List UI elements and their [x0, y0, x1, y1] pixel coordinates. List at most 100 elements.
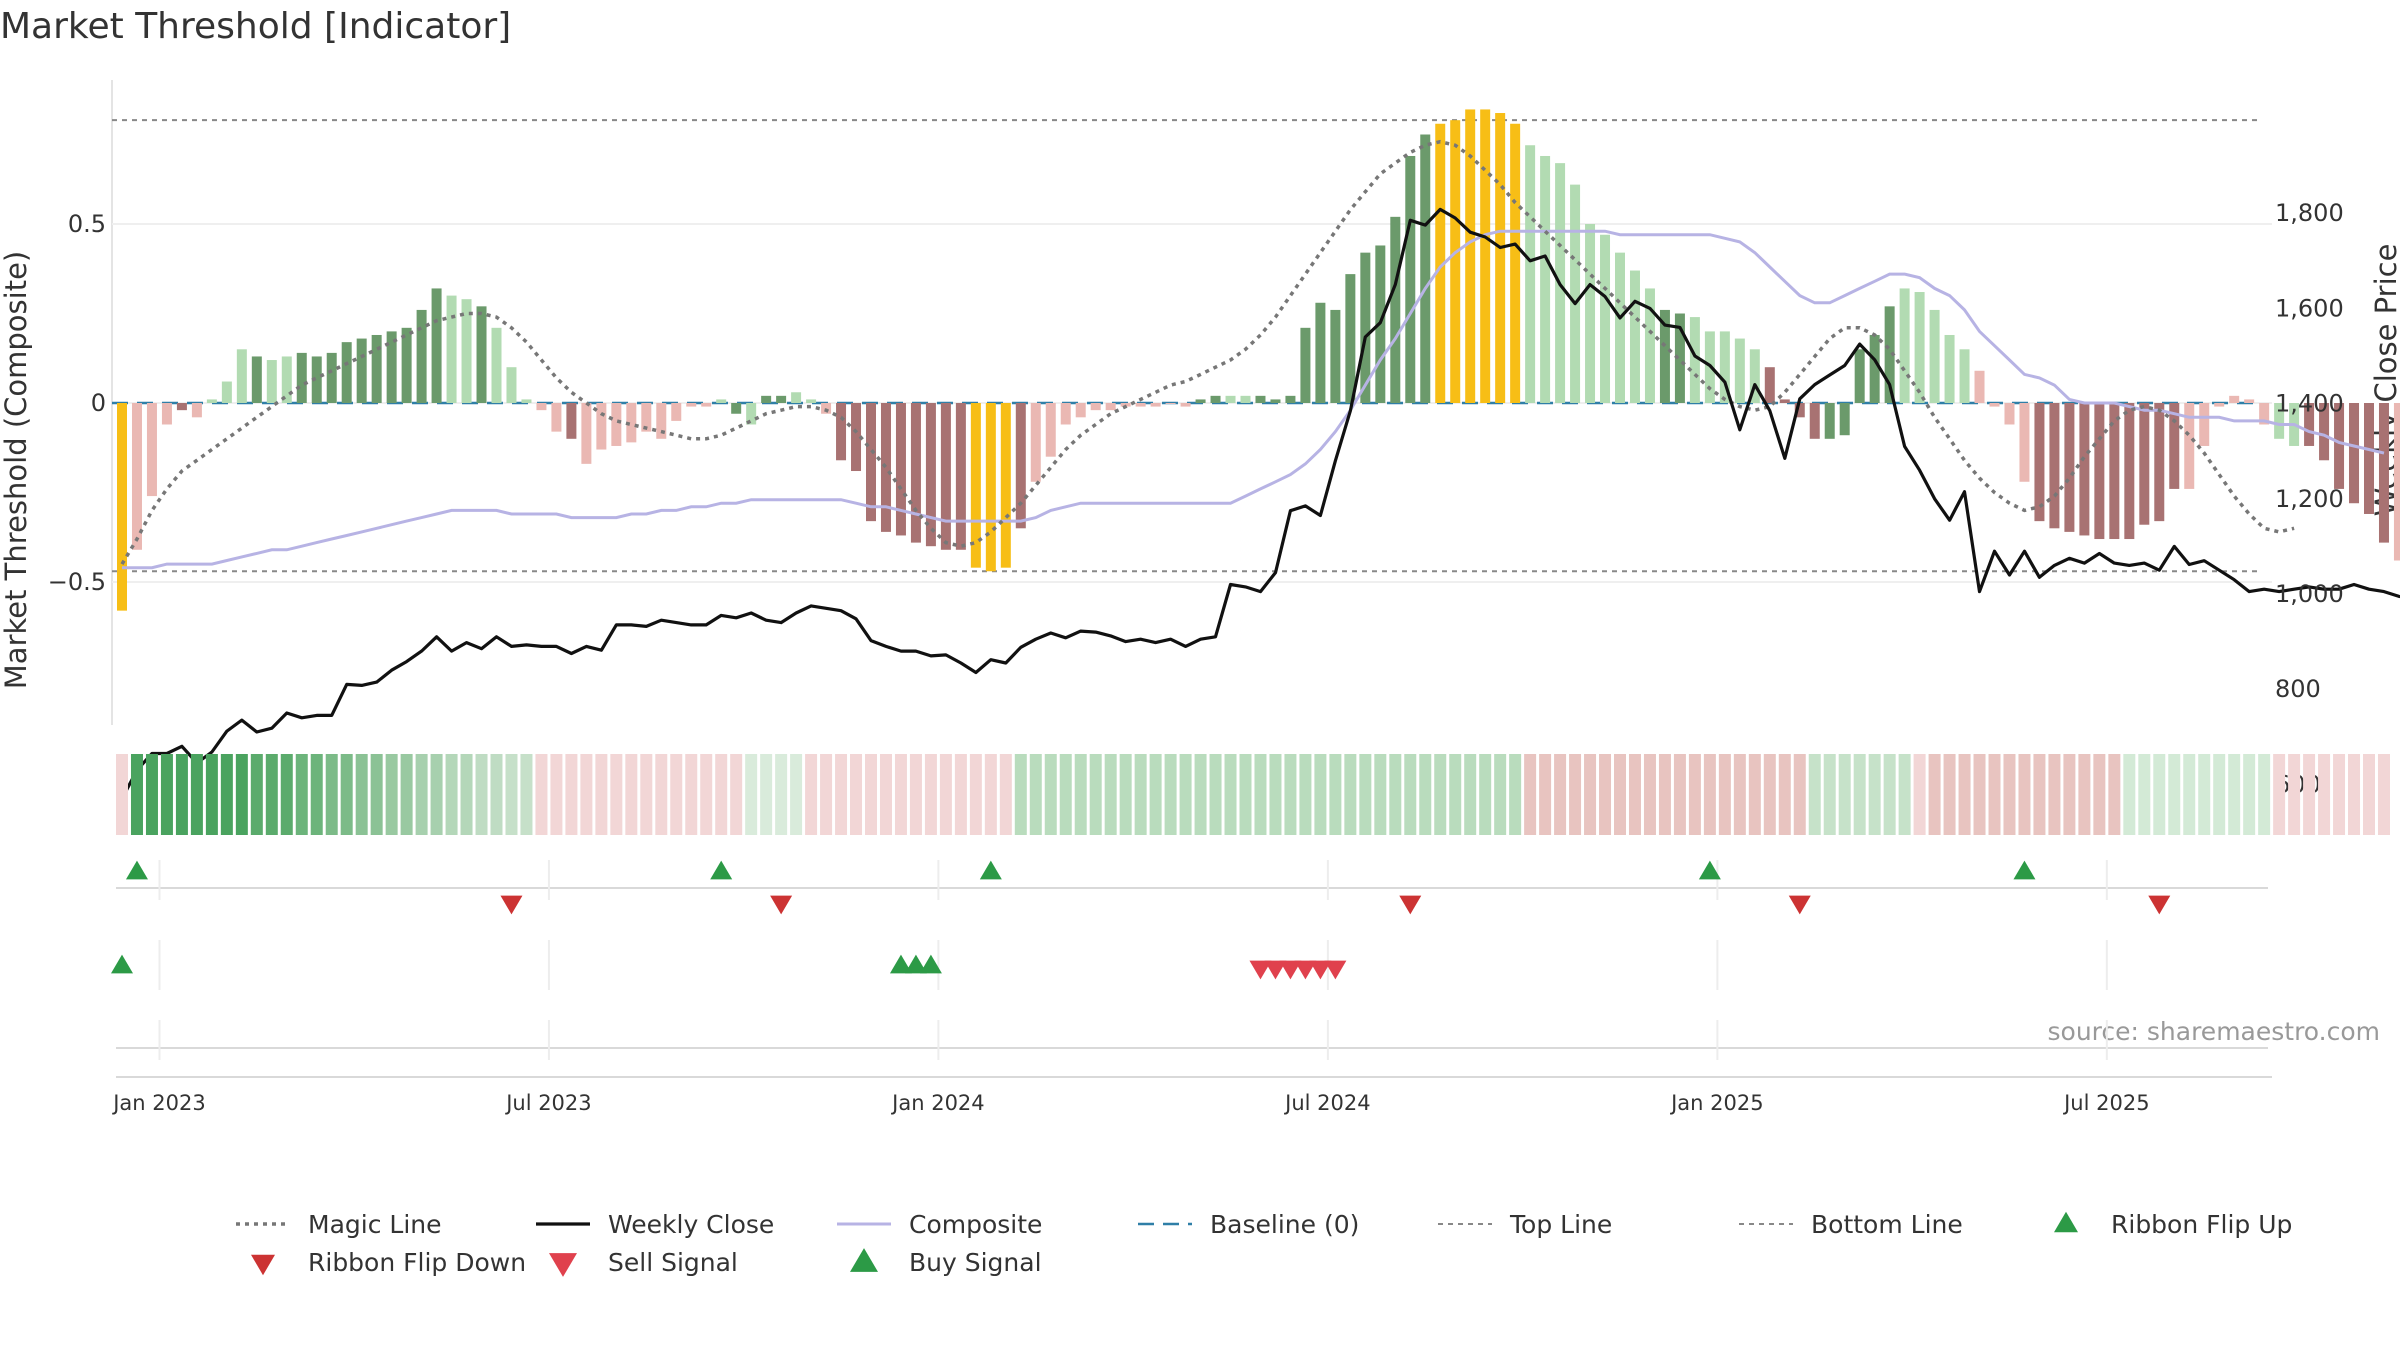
composite-bar — [536, 403, 547, 411]
composite-bar — [2004, 403, 2015, 425]
composite-bar — [191, 403, 202, 418]
composite-bar — [371, 334, 382, 403]
buy-signal-marker — [904, 954, 927, 974]
composite-bar — [117, 403, 127, 611]
ribbon-flip-down-marker — [1788, 895, 1811, 915]
legend-label: Composite — [909, 1210, 1042, 1239]
composite-bar — [1150, 403, 1161, 407]
ribbon-cell — [2033, 754, 2046, 835]
composite-bar — [1629, 270, 1640, 403]
composite-bar — [401, 327, 412, 403]
legend-item: Magic Line — [236, 1210, 442, 1239]
ribbon-cell — [1733, 754, 1746, 835]
ribbon-flip-up-marker — [125, 860, 148, 880]
composite-bar — [1809, 403, 1820, 439]
composite-bar — [1689, 317, 1700, 403]
ribbon-cell — [879, 754, 892, 835]
ribbon-cell — [685, 754, 698, 835]
ribbon-cell — [595, 754, 608, 835]
composite-bar — [1420, 134, 1431, 403]
composite-bar — [836, 403, 847, 461]
composite-bar — [656, 403, 667, 439]
ribbon-cell — [850, 754, 863, 835]
buy-signal-marker — [111, 954, 133, 974]
composite-bar — [2304, 403, 2315, 446]
x-tick-label: Jul 2024 — [1283, 1091, 1370, 1115]
ribbon-cell — [1808, 754, 1821, 835]
ribbon-cell — [116, 754, 128, 835]
composite-bar — [1315, 302, 1326, 403]
right-tick-label: 1,000 — [2275, 580, 2344, 608]
composite-bar — [626, 403, 637, 443]
composite-bar — [1090, 403, 1101, 411]
ribbon-cell — [2153, 754, 2166, 835]
composite-bar — [2259, 403, 2270, 425]
composite-bar — [1075, 403, 1086, 418]
composite-bar — [761, 395, 772, 403]
composite-bar — [1585, 224, 1596, 403]
ribbon-cell — [1479, 754, 1492, 835]
composite-bar — [1674, 313, 1685, 403]
composite-bar — [1914, 292, 1925, 403]
ribbon-cell — [2333, 754, 2346, 835]
ribbon-cell — [1898, 754, 1911, 835]
legend-label: Baseline (0) — [1210, 1210, 1359, 1239]
legend-item: Bottom Line — [1739, 1210, 1963, 1239]
composite-bar — [671, 403, 682, 421]
composite-bar — [1360, 252, 1371, 403]
composite-bar — [2079, 403, 2090, 536]
ribbon-cell — [2138, 754, 2151, 835]
composite-bar — [895, 403, 906, 536]
ribbon-flip-up-marker — [2013, 860, 2036, 880]
composite-bar — [566, 403, 577, 439]
ribbon-cell — [640, 754, 653, 835]
composite-bar — [2184, 403, 2195, 489]
composite-bar — [925, 403, 936, 547]
ribbon-cell — [325, 754, 338, 835]
ribbon-cell — [1599, 754, 1612, 835]
ribbon-cell — [565, 754, 578, 835]
composite-bar — [266, 360, 277, 403]
ribbon-cell — [805, 754, 818, 835]
ribbon-cell — [1314, 754, 1327, 835]
composite-bar — [1510, 123, 1521, 403]
ribbon-strip — [116, 754, 2390, 835]
composite-bar — [146, 403, 157, 497]
composite-bar — [2378, 403, 2389, 543]
composite-bar — [1854, 349, 1865, 403]
ribbon-cell — [1359, 754, 1372, 835]
ribbon-cell — [145, 754, 158, 835]
ribbon-cell — [1419, 754, 1432, 835]
composite-bar — [955, 403, 966, 550]
composite-bar — [2034, 403, 2045, 522]
signal-markers — [111, 860, 2171, 1277]
composite-bar — [2154, 403, 2165, 522]
composite-bar — [1135, 403, 1146, 407]
ribbon-cell — [2093, 754, 2106, 835]
composite-bar — [1644, 288, 1655, 403]
ribbon-cell — [1059, 754, 1072, 835]
composite-bar — [356, 338, 367, 403]
legend-item: Buy Signal — [909, 1248, 1042, 1277]
sell-signal-marker — [1324, 960, 1347, 980]
composite-bar — [341, 342, 352, 403]
composite-bar — [1659, 309, 1670, 403]
composite-bar — [491, 327, 502, 403]
composite-bar — [806, 399, 817, 403]
ribbon-cell — [1329, 754, 1342, 835]
ribbon-cell — [1299, 754, 1312, 835]
composite-smooth-line — [122, 229, 2385, 570]
ribbon-cell — [1149, 754, 1162, 835]
composite-bar — [2319, 403, 2330, 461]
composite-bar — [1000, 403, 1011, 568]
ribbon-cell — [370, 754, 383, 835]
magic-line — [120, 139, 2295, 565]
ribbon-cell — [2168, 754, 2181, 835]
composite-bar — [1045, 403, 1056, 457]
composite-bar — [701, 403, 712, 407]
composite-bar — [985, 403, 996, 572]
ribbon-cell — [2183, 754, 2196, 835]
ribbon-cell — [775, 754, 788, 835]
ribbon-cell — [2003, 754, 2016, 835]
